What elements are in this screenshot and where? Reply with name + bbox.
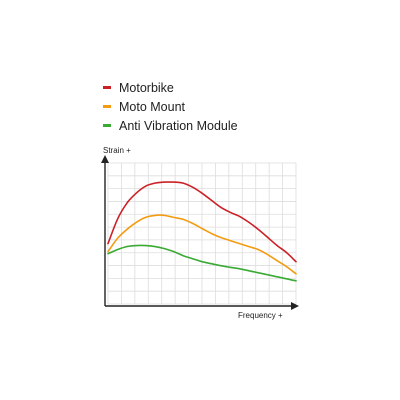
series-line-moto-mount [107, 214, 297, 275]
chart-series [107, 181, 297, 282]
series-line-motorbike [107, 181, 297, 263]
legend-swatch-moto-mount [103, 105, 111, 108]
chart-grid [107, 162, 297, 305]
legend-item-moto-mount: Moto Mount [103, 97, 238, 116]
legend-label-anti-vibration: Anti Vibration Module [119, 118, 238, 133]
legend-swatch-anti-vibration [103, 124, 111, 127]
chart-legend: Motorbike Moto Mount Anti Vibration Modu… [103, 78, 238, 135]
y-axis-title: Strain + [103, 146, 131, 155]
chart-axes: Strain + Frequency + [101, 146, 299, 320]
legend-item-motorbike: Motorbike [103, 78, 238, 97]
x-axis-arrow-icon [291, 302, 299, 310]
x-axis-title: Frequency + [238, 311, 283, 320]
legend-item-anti-vibration: Anti Vibration Module [103, 116, 238, 135]
legend-label-moto-mount: Moto Mount [119, 99, 186, 114]
y-axis-arrow-icon [101, 155, 109, 163]
legend-swatch-motorbike [103, 86, 111, 89]
series-line-anti-vibration-module [107, 244, 297, 282]
legend-label-motorbike: Motorbike [119, 80, 174, 95]
